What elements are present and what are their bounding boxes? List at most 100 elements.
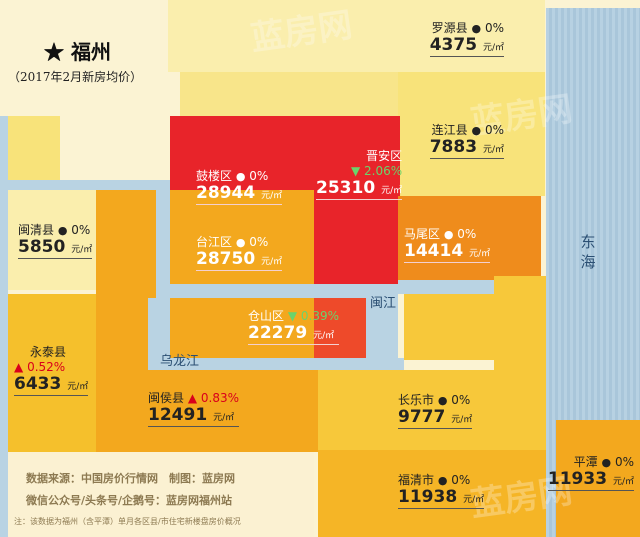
region-changle-upper[interactable] — [494, 276, 546, 370]
price: 4375 — [429, 35, 478, 55]
unit: 元/㎡ — [71, 245, 93, 255]
label-luoyuan: 罗源县 ● 0% 4375 元/㎡ — [429, 21, 504, 57]
change: 0% — [451, 473, 471, 487]
label-minhou: 闽侯县 ▲ 0.83% 12491 元/㎡ — [148, 391, 240, 427]
district-name: 闽侯县 — [148, 391, 185, 405]
label-rule — [429, 56, 504, 57]
district-name: 仓山区 — [248, 309, 285, 323]
price: 12491 — [148, 405, 208, 425]
region-yongtai[interactable] — [8, 294, 96, 452]
price: 11933 — [547, 469, 608, 489]
east-sea-south — [546, 420, 556, 537]
label-rule — [196, 204, 283, 205]
district-name: 台江区 — [196, 235, 233, 249]
district-name: 罗源县 — [431, 21, 468, 35]
flat-marker-icon: ● — [443, 228, 454, 241]
price: 22279 — [248, 323, 308, 343]
label-cangshan: 仓山区 ▼ 0.39% 22279 元/㎡ — [248, 309, 340, 345]
label-pingtan: 平潭 ● 0% 11933 元/㎡ — [547, 455, 634, 491]
price: 25310 — [316, 178, 376, 198]
footnote-social: 微信公众号/头条号/企鹅号：蓝房网福州站 — [26, 494, 233, 507]
district-name: 长乐市 — [398, 393, 435, 407]
district-name: 福清市 — [398, 473, 435, 487]
label-rule — [14, 395, 89, 396]
district-name: 鼓楼区 — [196, 169, 233, 183]
region-luoyuan[interactable] — [168, 0, 545, 72]
flat-marker-icon: ● — [437, 474, 448, 487]
region-changle[interactable] — [318, 370, 546, 450]
district-name: 永泰县 — [30, 345, 67, 359]
river-min-label: 闽江 — [370, 296, 397, 311]
river-min-east — [366, 284, 398, 360]
river-northwest — [8, 180, 170, 190]
change: 0% — [249, 169, 269, 183]
unit: 元/㎡ — [469, 249, 491, 259]
down-arrow-icon: ▼ — [287, 309, 298, 323]
river-min-vertical-west — [156, 180, 170, 298]
flat-marker-icon: ● — [471, 22, 482, 35]
flat-marker-icon: ● — [437, 394, 448, 407]
change: 0% — [457, 227, 477, 241]
flat-marker-icon: ● — [471, 124, 482, 137]
region-lianjiang[interactable] — [398, 72, 545, 182]
label-yongtai: 永泰县 ▲ 0.52% 6433 元/㎡ — [14, 345, 89, 396]
region-mawei[interactable] — [398, 196, 541, 280]
unit: 元/㎡ — [451, 415, 473, 425]
district-name: 晋安区 — [366, 149, 403, 163]
change: 0% — [71, 223, 91, 237]
river-wulong-bend — [148, 298, 170, 370]
price: 5850 — [18, 237, 66, 257]
label-rule — [398, 508, 485, 509]
label-rule — [148, 426, 240, 427]
flat-marker-icon: ● — [235, 170, 246, 183]
district-name: 连江县 — [431, 123, 468, 137]
change: 0% — [451, 393, 471, 407]
label-changle: 长乐市 ● 0% 9777 元/㎡ — [398, 393, 473, 429]
region-footer-area — [8, 452, 314, 537]
label-rule — [248, 344, 340, 345]
region-pingtan[interactable] — [556, 420, 640, 537]
region-northwest[interactable] — [8, 116, 60, 180]
river-min-upper — [156, 284, 396, 298]
unit: 元/㎡ — [612, 477, 634, 487]
unit: 元/㎡ — [261, 191, 283, 201]
footnote-source: 数据来源：中国房价行情网 制图：蓝房网 — [26, 472, 235, 485]
price: 6433 — [14, 374, 62, 394]
up-arrow-icon: ▲ — [187, 391, 198, 405]
down-arrow-icon: ▼ — [350, 164, 361, 178]
sea-label-line2: 海 — [580, 253, 596, 272]
river-wulong-label: 乌龙江 — [160, 354, 200, 369]
label-rule — [316, 199, 403, 200]
change: 2.06% — [364, 164, 403, 178]
region-lianjiang-lower[interactable] — [398, 182, 545, 196]
change: 0.83% — [200, 391, 240, 405]
footnote-note: 注：该数据为福州（含平潭）单月各区县/市住宅新楼盘房价概况 — [14, 517, 241, 526]
label-jinan: 晋安区 ▼ 2.06% 25310 元/㎡ — [316, 149, 403, 200]
up-arrow-icon: ▲ — [14, 360, 24, 374]
unit: 元/㎡ — [67, 382, 89, 392]
change: 0% — [484, 21, 504, 35]
label-taijiang: 台江区 ● 0% 28750 元/㎡ — [196, 235, 283, 271]
map-title: ★ 福州 — [44, 40, 111, 64]
district-name: 闽清县 — [18, 223, 55, 237]
price: 11938 — [398, 487, 458, 507]
district-name: 平潭 — [573, 455, 598, 469]
label-rule — [196, 270, 283, 271]
change: 0.52% — [27, 360, 66, 374]
price: 28750 — [196, 249, 256, 269]
flat-marker-icon: ● — [235, 236, 246, 249]
price: 28944 — [196, 183, 256, 203]
label-rule — [404, 262, 491, 263]
unit: 元/㎡ — [482, 43, 504, 53]
label-rule — [429, 158, 504, 159]
region-fuqing[interactable] — [318, 450, 546, 537]
label-rule — [547, 490, 634, 491]
region-minhou[interactable] — [96, 190, 314, 452]
district-name: 马尾区 — [404, 227, 441, 241]
flat-marker-icon: ● — [57, 224, 68, 237]
river-west-edge — [0, 116, 8, 537]
unit: 元/㎡ — [381, 186, 403, 196]
river-min-to-sea — [398, 280, 494, 294]
region-lianjiang-west[interactable] — [180, 72, 398, 116]
